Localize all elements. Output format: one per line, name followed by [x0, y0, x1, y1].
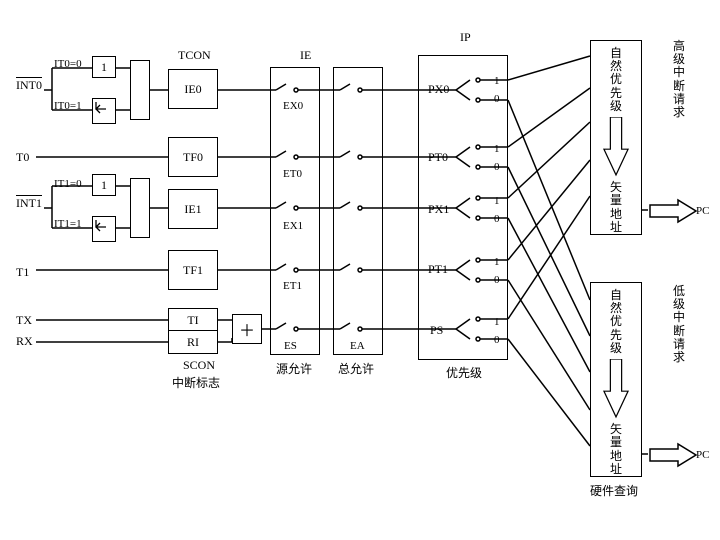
- wiring: [0, 0, 720, 540]
